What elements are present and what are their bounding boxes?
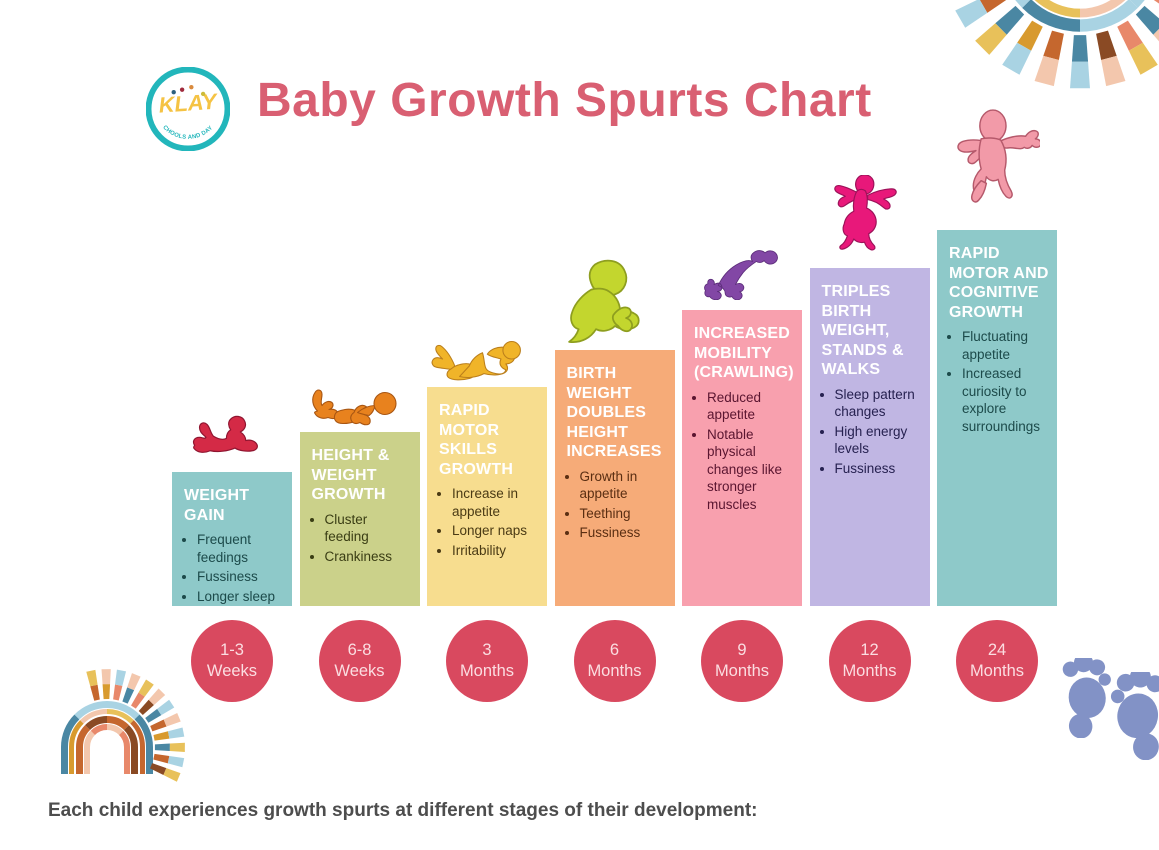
- svg-text:KLAY: KLAY: [158, 89, 220, 118]
